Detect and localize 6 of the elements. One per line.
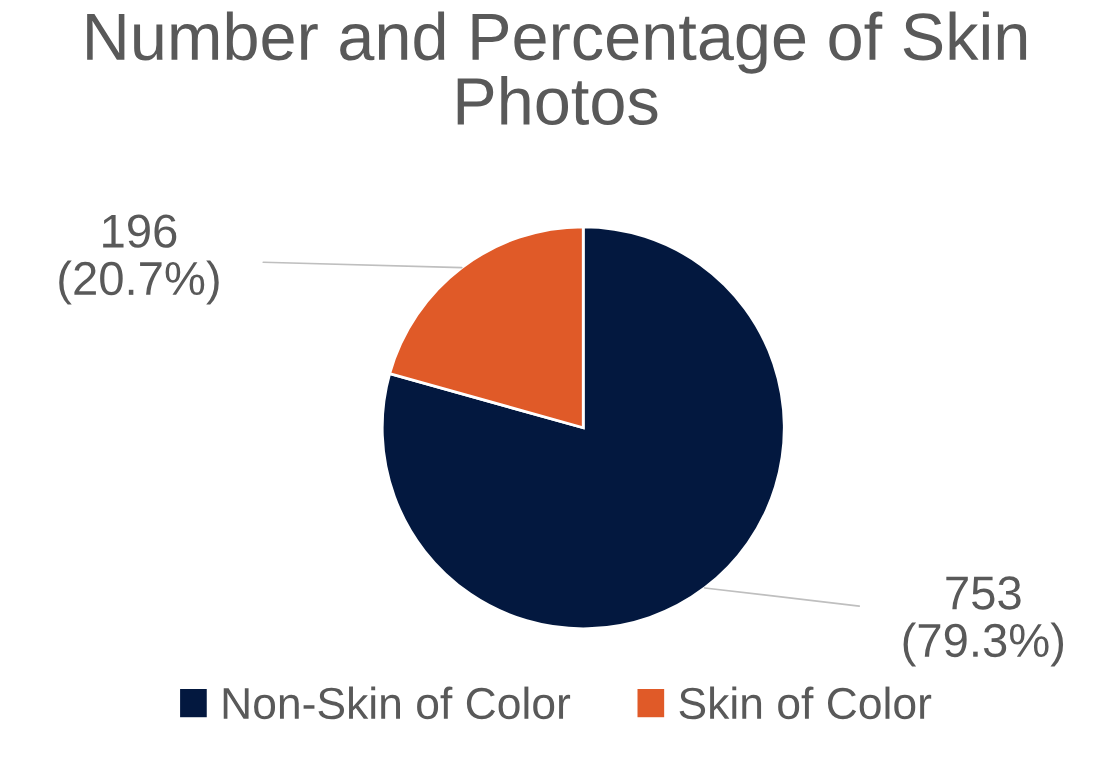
legend-label: Skin of Color xyxy=(679,686,932,720)
chart-title: Number and Percentage of Skin Photos xyxy=(87,11,1027,126)
data-label: 753 (79.3%) xyxy=(903,576,1064,667)
legend-label: Non-Skin of Color xyxy=(223,686,571,720)
data-label: 196 (20.7%) xyxy=(59,214,219,305)
pie-slice xyxy=(380,225,786,631)
